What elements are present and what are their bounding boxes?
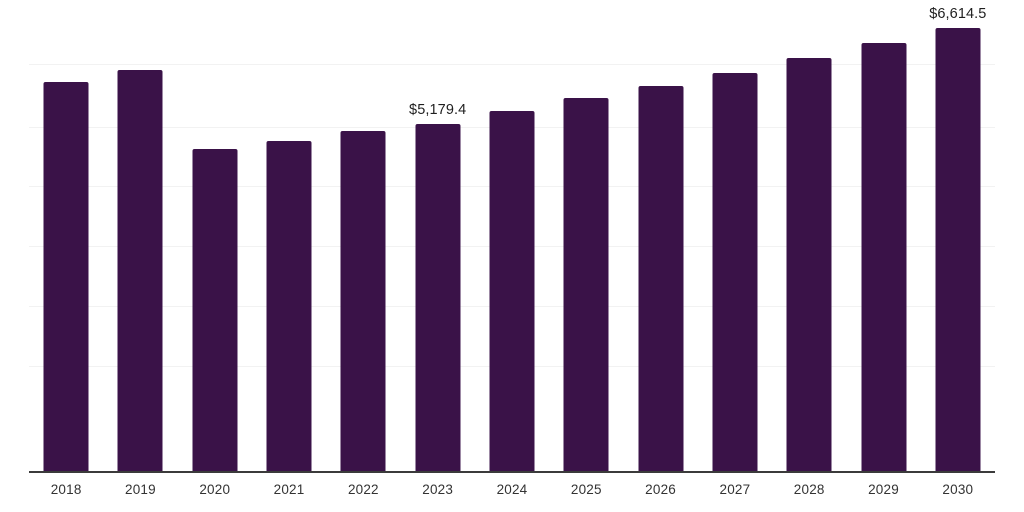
- bar-2026[interactable]: [638, 86, 684, 472]
- x-axis-label-2023: 2023: [422, 482, 454, 497]
- bar-2022[interactable]: [340, 131, 386, 472]
- bar-value-label-2030: $6,614.5: [929, 6, 987, 22]
- x-axis-label-2020: 2020: [199, 482, 231, 497]
- bar-2027[interactable]: [712, 73, 758, 472]
- x-axis-label-2028: 2028: [793, 482, 825, 497]
- bar-2025[interactable]: [563, 98, 609, 472]
- x-axis-line: [29, 471, 995, 473]
- bar-value-label-2023: $5,179.4: [409, 102, 467, 119]
- x-axis-label-2024: 2024: [496, 482, 528, 497]
- bar-2020[interactable]: [192, 148, 238, 472]
- bar-2024[interactable]: [489, 111, 535, 472]
- x-axis-label-2025: 2025: [570, 482, 602, 497]
- bar-2021[interactable]: [266, 141, 312, 472]
- x-axis-label-2021: 2021: [273, 482, 305, 497]
- x-axis-label-2019: 2019: [125, 482, 156, 497]
- bar-2030[interactable]: [935, 28, 981, 472]
- bar-2029[interactable]: [861, 43, 907, 472]
- x-axis-label-2022: 2022: [347, 482, 379, 497]
- x-axis-label-2030: 2030: [942, 482, 974, 497]
- x-axis-label-2018: 2018: [50, 482, 82, 497]
- x-axis-label-2026: 2026: [645, 482, 677, 497]
- bar-2018[interactable]: [43, 82, 89, 472]
- x-axis-category-labels: 2018 2019 2020 2021 2022 2023 2024 2025 2026 2027…: [0, 482, 1024, 512]
- bar-2019[interactable]: [117, 70, 163, 472]
- plot-area: $5,179.4 $6,614.5: [43, 6, 987, 472]
- x-axis-label-2027: 2027: [719, 482, 751, 497]
- bar-2023[interactable]: [415, 124, 461, 472]
- bar-2028[interactable]: [786, 58, 832, 472]
- x-axis-label-2029: 2029: [868, 482, 899, 497]
